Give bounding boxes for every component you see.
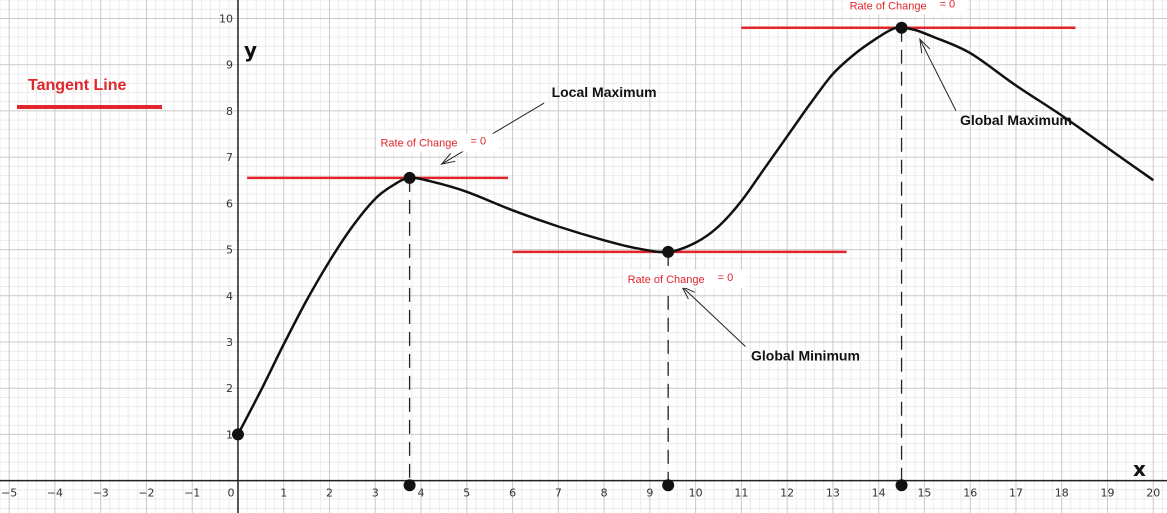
- rate-labels: Rate of Change = 0 Rate of Change = 0 Rate o…: [376, 0, 968, 288]
- annotation-arrow: [683, 287, 746, 347]
- y-tick-label: 1: [226, 428, 233, 441]
- legend-swatch: [17, 105, 162, 109]
- x-tick-label: 14: [872, 487, 886, 500]
- x-tick-label: 0: [227, 487, 234, 500]
- rate-label: Rate of Change: [628, 274, 705, 286]
- x-tick-label: 1: [280, 487, 287, 500]
- x-tick-label: 8: [601, 487, 608, 500]
- x-axis-title: x: [1133, 457, 1146, 481]
- x-tick-label: 19: [1101, 487, 1115, 500]
- series-line: [236, 26, 1155, 435]
- y-axis-title: y: [244, 38, 257, 62]
- x-tick-label: 10: [689, 487, 703, 500]
- x-tick-label: 9: [646, 487, 653, 500]
- annotation-label: Global Minimum: [751, 347, 860, 363]
- legend-label: Tangent Line: [28, 77, 126, 94]
- y-tick-label: 6: [226, 197, 233, 210]
- x-tick-label: 5: [463, 487, 470, 500]
- x-tick-label: −2: [138, 487, 154, 500]
- y-tick-label: 7: [226, 151, 233, 164]
- x-tick-label: −5: [1, 487, 17, 500]
- data-point: [662, 479, 675, 492]
- x-tick-label: 11: [734, 487, 748, 500]
- x-tick-label: 15: [917, 487, 931, 500]
- annotation-arrow: [920, 40, 957, 112]
- annotation-label: Global Maximum: [960, 112, 1072, 128]
- series: [236, 26, 1155, 435]
- y-tick-label: 9: [226, 59, 233, 72]
- rate-label-bg: [623, 269, 746, 288]
- rate-value: = 0: [718, 272, 734, 284]
- y-tick-label: 2: [226, 382, 233, 395]
- x-tick-label: 17: [1009, 487, 1023, 500]
- annotation-arrowhead: [919, 37, 931, 54]
- y-tick-label: 10: [219, 12, 233, 25]
- x-tick-label: 18: [1055, 487, 1069, 500]
- tick-labels: −5 −4 −3 −2 −1 0 1 2 3 4 5 6 7 8 9 10 11 12 13 14 15 16 17 18 19…: [1, 12, 1160, 499]
- tangent-lines: [247, 26, 1076, 254]
- x-tick-label: 20: [1146, 487, 1160, 500]
- x-tick-label: 4: [418, 487, 425, 500]
- x-tick-label: 16: [963, 487, 977, 500]
- x-tick-label: 13: [826, 487, 840, 500]
- rate-value: = 0: [940, 0, 956, 10]
- data-point: [403, 479, 416, 492]
- rate-label-bg: [376, 133, 499, 152]
- y-tick-label: 3: [226, 336, 233, 349]
- rate-label: Rate of Change: [380, 138, 457, 150]
- legend: Tangent Line: [17, 77, 162, 109]
- y-tick-label: 8: [226, 105, 233, 118]
- annotation-arrow: [443, 102, 545, 164]
- x-tick-label: −4: [47, 487, 63, 500]
- data-point: [662, 245, 675, 258]
- x-tick-label: 3: [372, 487, 379, 500]
- x-tick-label: 6: [509, 487, 516, 500]
- annotation-label: Local Maximum: [552, 84, 657, 100]
- y-tick-label: 4: [226, 290, 233, 303]
- points: [231, 21, 908, 492]
- annotation-arrowhead: [440, 153, 456, 165]
- x-tick-label: −3: [93, 487, 109, 500]
- data-point: [403, 171, 416, 184]
- annotations: Local Maximum Global Minimum Global Maximu…: [440, 37, 1072, 363]
- x-tick-label: 2: [326, 487, 333, 500]
- data-point: [895, 479, 908, 492]
- y-tick-label: 5: [226, 244, 233, 257]
- rate-label: Rate of Change: [850, 0, 927, 12]
- x-tick-label: −1: [184, 487, 200, 500]
- drop-lines: [408, 27, 903, 486]
- x-tick-label: 12: [780, 487, 794, 500]
- x-tick-label: 7: [555, 487, 562, 500]
- data-point: [231, 428, 244, 441]
- data-point: [895, 21, 908, 34]
- rate-label-bg: [845, 0, 968, 15]
- rate-value: = 0: [470, 136, 486, 148]
